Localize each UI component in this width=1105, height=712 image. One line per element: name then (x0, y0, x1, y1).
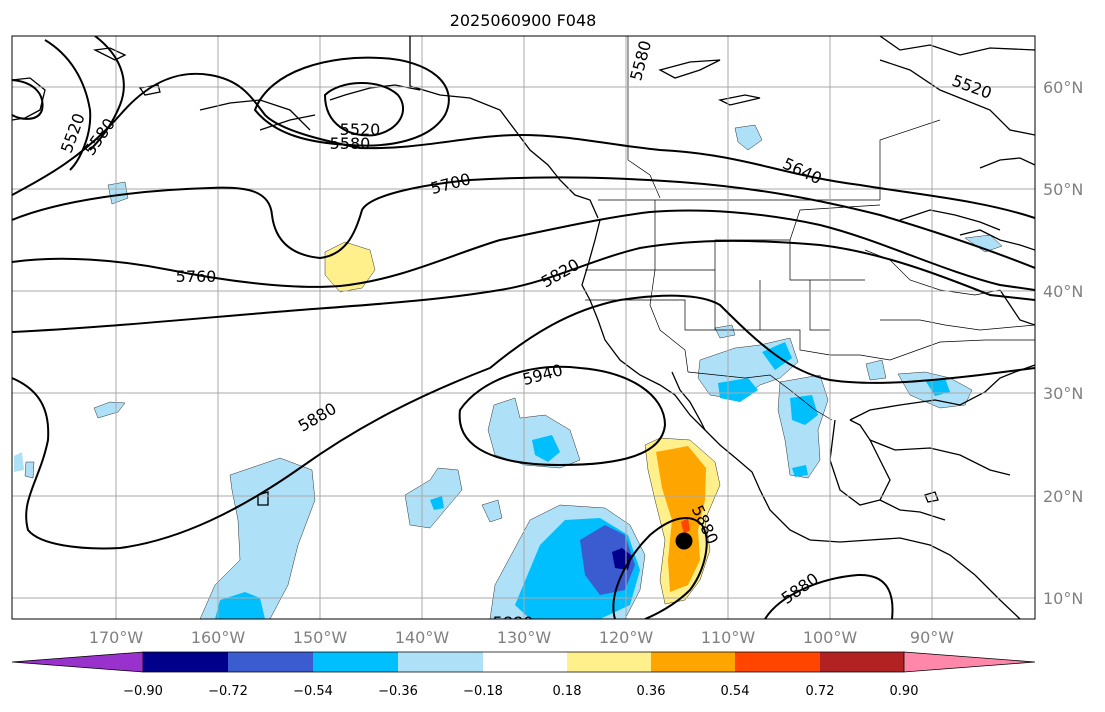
lon-label: 160°W (191, 628, 246, 647)
contour-label: 5880 (493, 613, 534, 632)
colorbar-extend-low (11, 651, 144, 673)
colorbar-swatch (398, 652, 483, 672)
contour-label: 5760 (176, 267, 217, 286)
colorbar-swatch (567, 652, 651, 672)
colorbar-swatch (735, 652, 820, 672)
lon-label: 130°W (497, 628, 552, 647)
colorbar-tick-label: 0.36 (637, 684, 666, 699)
map-title: 2025060900 F048 (450, 11, 597, 30)
colorbar-tick-label: 0.18 (553, 684, 582, 699)
height-contours (12, 36, 1035, 619)
colorbar-tick-label: 0.72 (806, 684, 835, 699)
lat-label: 60°N (1043, 78, 1083, 97)
colorbar-swatch (313, 652, 398, 672)
map-area: 5520 5580 5520 5580 5580 5520 5640 5700 … (12, 36, 1035, 632)
colorbar-tick-label: −0.72 (208, 684, 248, 699)
center-dot-marker (675, 532, 693, 550)
colorbar-tick-label: −0.18 (463, 684, 503, 699)
map-frame (11, 35, 1036, 620)
lon-label: 90°W (910, 628, 954, 647)
lon-label: 120°W (599, 628, 654, 647)
colorbar-tick-label: 0.54 (721, 684, 750, 699)
colorbar: −0.90 −0.72 −0.54 −0.36 −0.18 0.18 0.36 … (11, 651, 1036, 699)
lat-label: 40°N (1043, 282, 1083, 301)
borders (585, 36, 1035, 421)
lon-label: 170°W (89, 628, 144, 647)
longitude-labels: 170°W 160°W 150°W 140°W 130°W 120°W 110°… (89, 628, 954, 647)
colorbar-swatch (143, 652, 228, 672)
contour-label: 5580 (330, 134, 371, 153)
colorbar-tick-label: −0.36 (378, 684, 418, 699)
lat-label: 20°N (1043, 487, 1083, 506)
lon-label: 140°W (395, 628, 450, 647)
latitude-labels: 60°N 50°N 40°N 30°N 20°N 10°N (1043, 78, 1083, 608)
colorbar-swatch (483, 652, 567, 672)
colorbar-swatch (651, 652, 735, 672)
colorbar-tick-label: −0.90 (123, 684, 163, 699)
colorbar-swatch (820, 652, 904, 672)
lon-label: 150°W (293, 628, 348, 647)
colorbar-tick-label: −0.54 (293, 684, 333, 699)
colorbar-swatch (228, 652, 313, 672)
lat-label: 10°N (1043, 589, 1083, 608)
colorbar-tick-label: 0.90 (890, 684, 919, 699)
lon-label: 100°W (803, 628, 858, 647)
lat-label: 50°N (1043, 180, 1083, 199)
graticule (12, 36, 1035, 619)
contour-label: 5520 (340, 120, 381, 139)
lat-label: 30°N (1043, 384, 1083, 403)
colorbar-extend-high (903, 651, 1036, 673)
lon-label: 110°W (701, 628, 756, 647)
